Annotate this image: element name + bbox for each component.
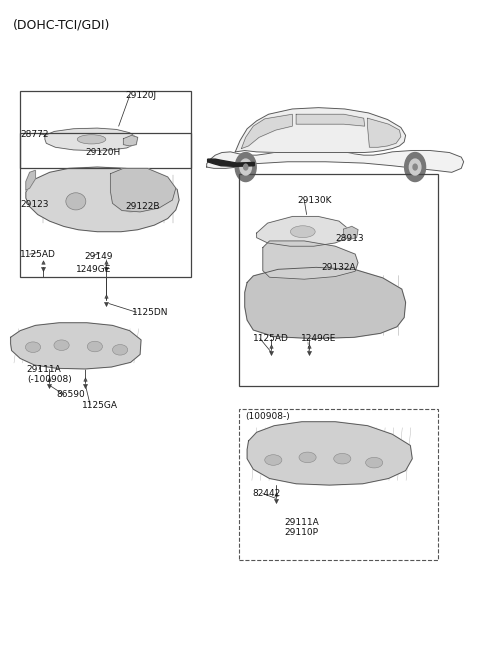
Bar xyxy=(20,90,192,169)
Ellipse shape xyxy=(87,341,103,352)
Text: 1125AD: 1125AD xyxy=(253,334,289,343)
Text: (DOHC-TCI/GDI): (DOHC-TCI/GDI) xyxy=(12,19,110,32)
Polygon shape xyxy=(247,422,412,485)
Circle shape xyxy=(405,153,426,181)
Text: 1125DN: 1125DN xyxy=(132,307,168,317)
Text: (-100908): (-100908) xyxy=(27,375,72,384)
Text: 29130K: 29130K xyxy=(297,195,332,205)
Text: 29111A: 29111A xyxy=(284,517,319,527)
Polygon shape xyxy=(241,114,292,149)
Text: 29110P: 29110P xyxy=(284,528,318,537)
Bar xyxy=(239,174,438,386)
Polygon shape xyxy=(123,135,138,146)
Text: 1125AD: 1125AD xyxy=(20,250,56,259)
Text: 28913: 28913 xyxy=(335,234,364,244)
Polygon shape xyxy=(11,323,141,369)
Text: 29111A: 29111A xyxy=(27,365,61,374)
Ellipse shape xyxy=(120,195,141,212)
Text: 86590: 86590 xyxy=(57,390,85,399)
Text: 29123: 29123 xyxy=(20,200,48,209)
Polygon shape xyxy=(235,108,406,153)
Circle shape xyxy=(235,153,256,181)
Text: 1249GE: 1249GE xyxy=(301,334,336,343)
Ellipse shape xyxy=(334,454,351,464)
Text: 29132A: 29132A xyxy=(321,263,356,272)
Circle shape xyxy=(409,159,421,175)
Ellipse shape xyxy=(299,452,316,463)
Polygon shape xyxy=(26,171,36,190)
Ellipse shape xyxy=(77,135,106,144)
Circle shape xyxy=(240,159,252,175)
Ellipse shape xyxy=(66,193,86,210)
Text: 29120J: 29120J xyxy=(126,91,157,100)
Ellipse shape xyxy=(112,345,128,355)
Polygon shape xyxy=(207,151,464,173)
Text: 29122B: 29122B xyxy=(126,202,160,211)
Polygon shape xyxy=(110,169,176,212)
Ellipse shape xyxy=(25,342,41,353)
Bar xyxy=(20,133,192,278)
Text: 29120H: 29120H xyxy=(85,148,120,157)
Ellipse shape xyxy=(54,340,69,351)
Polygon shape xyxy=(344,226,358,240)
Text: 1249GE: 1249GE xyxy=(76,265,111,274)
Polygon shape xyxy=(45,128,136,151)
Polygon shape xyxy=(208,159,254,167)
Circle shape xyxy=(413,164,417,170)
Text: 28772: 28772 xyxy=(20,129,48,139)
Text: (100908-): (100908-) xyxy=(245,412,289,421)
Polygon shape xyxy=(245,268,406,339)
Ellipse shape xyxy=(265,455,282,465)
Bar xyxy=(239,409,438,560)
Text: 29149: 29149 xyxy=(84,252,112,260)
Polygon shape xyxy=(263,241,358,280)
Polygon shape xyxy=(368,118,401,147)
Text: 82442: 82442 xyxy=(253,489,281,498)
Ellipse shape xyxy=(366,457,383,468)
Polygon shape xyxy=(257,216,348,246)
Ellipse shape xyxy=(290,226,315,238)
Polygon shape xyxy=(26,167,179,232)
Circle shape xyxy=(244,164,248,170)
Text: 1125GA: 1125GA xyxy=(82,402,118,410)
Polygon shape xyxy=(296,114,365,126)
